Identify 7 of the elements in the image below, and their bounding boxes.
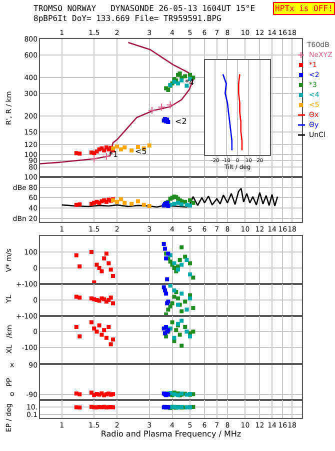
- x-axis-title: Radio and Plasma Frequency / MHz: [100, 430, 242, 438]
- annotation: *1: [109, 150, 118, 159]
- chart-title: TROMSO NORWAY DYNASONDE 26-05-13 1604UT 15°E: [34, 4, 256, 13]
- annotation: <2: [175, 117, 187, 126]
- chart-subtitle: 8pBP6It DoY= 133.669 File= TR959591.BPG: [34, 14, 222, 24]
- text: HPTx is OFF!: [275, 4, 333, 13]
- annotation: <5: [135, 147, 147, 156]
